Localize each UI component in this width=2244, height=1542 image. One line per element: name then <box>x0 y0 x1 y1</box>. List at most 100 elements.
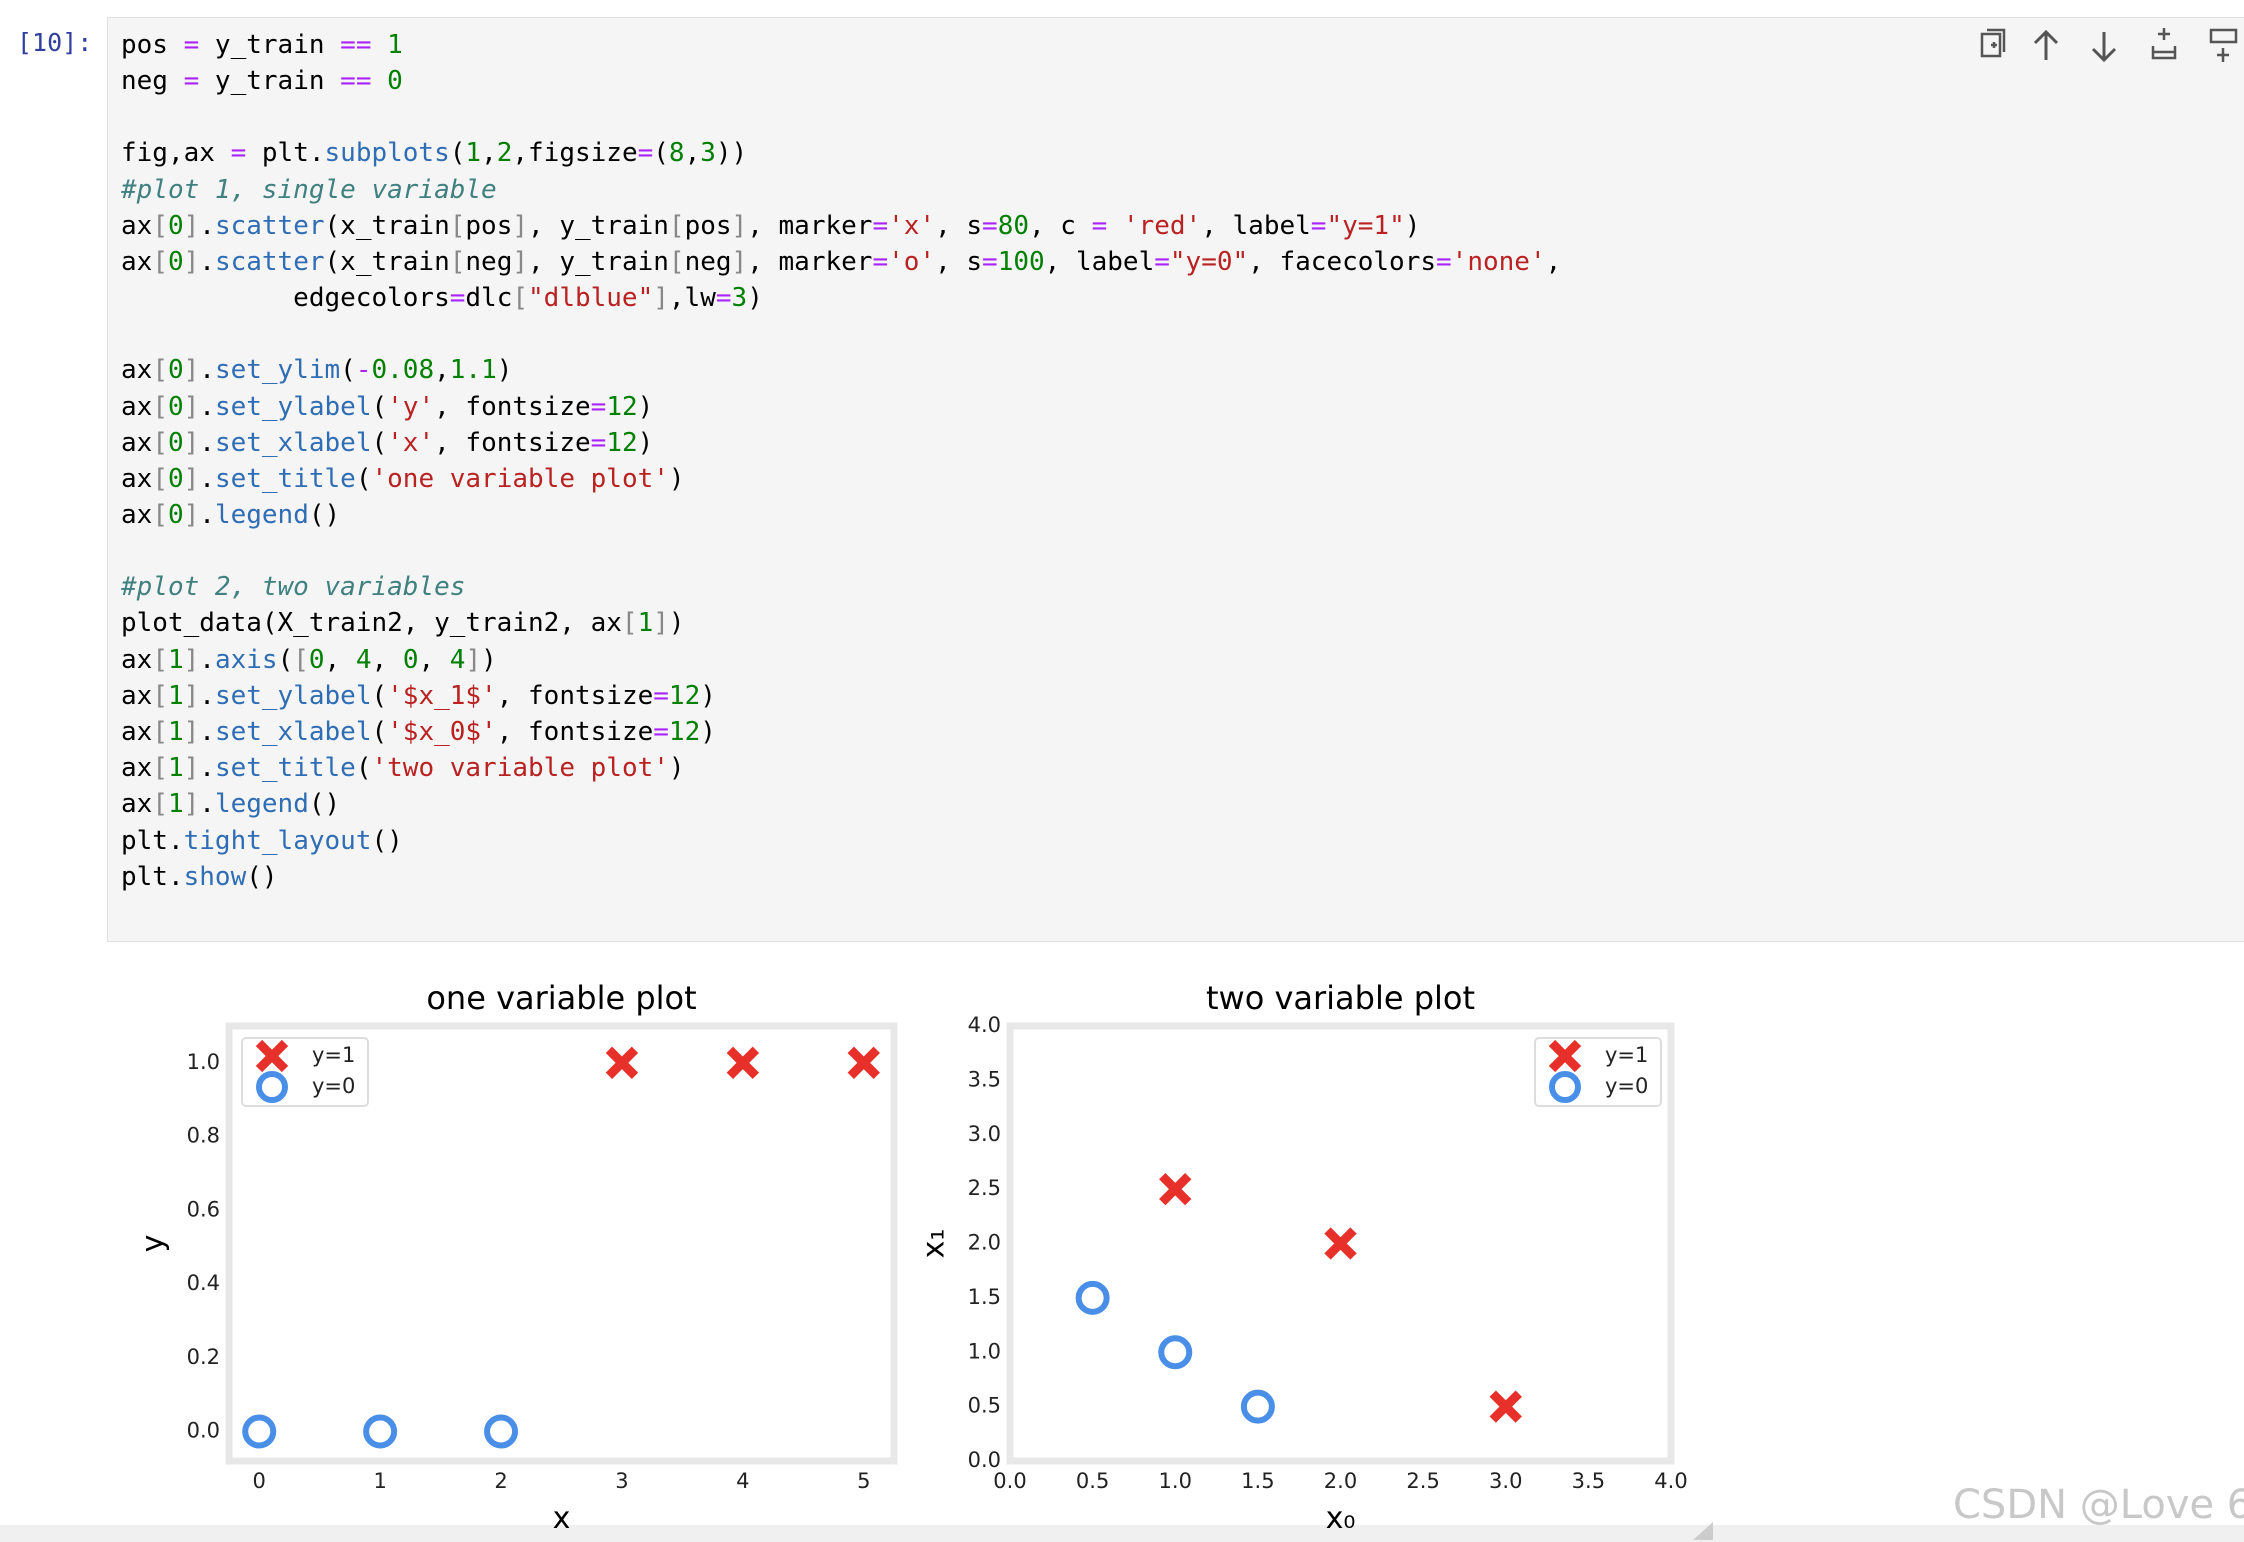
x-marker <box>847 1046 880 1080</box>
y-tick-label: 0.6 <box>187 1197 220 1221</box>
code-token: set_title <box>214 753 356 784</box>
x-tick-label: 2.5 <box>1406 1469 1439 1493</box>
code-token: . <box>199 500 215 531</box>
code-token: [ <box>152 717 168 747</box>
code-token: = <box>183 30 200 60</box>
code-token: #plot 2, two variables <box>121 572 466 603</box>
code-token: . <box>199 355 215 386</box>
x-tick-label: 5 <box>857 1469 870 1493</box>
code-token: ) <box>637 391 654 422</box>
duplicate-button[interactable] <box>1980 28 2006 58</box>
code-token: [ <box>668 210 685 241</box>
move-up-button[interactable] <box>2033 29 2059 60</box>
code-token: = <box>872 246 889 277</box>
code-line: ax[0].set_ylim(-0.08,1.1) <box>121 352 1561 388</box>
code-token: 1 <box>637 608 654 639</box>
plot-frame <box>225 1022 898 1465</box>
code-token: 100 <box>997 246 1045 277</box>
code-token: set_xlabel <box>214 717 372 747</box>
code-token: 'none' <box>1451 246 1546 277</box>
code-token: pos <box>121 30 184 60</box>
code-token: 12 <box>668 717 701 747</box>
o-marker <box>256 1071 288 1103</box>
code-token: ] <box>183 391 200 422</box>
code-token: ] <box>465 644 482 675</box>
code-token: 0 <box>167 246 184 277</box>
code-token: show <box>183 861 247 892</box>
code-token: = <box>653 717 669 747</box>
code-token: set_ylim <box>214 355 341 386</box>
o-marker <box>363 1414 398 1449</box>
code-token: legend <box>214 789 309 820</box>
code-line: ax[0].set_title('one variable plot') <box>121 461 1561 497</box>
code-line: plt.show() <box>121 859 1561 895</box>
code-token: 4 <box>449 644 466 675</box>
x-tick-label: 0.5 <box>1076 1469 1109 1493</box>
code-token: ] <box>183 717 200 747</box>
code-token: , <box>371 644 403 675</box>
y-tick-label: 0.5 <box>968 1394 1001 1418</box>
code-token: [ <box>449 210 466 241</box>
code-token: axis <box>214 644 278 675</box>
code-token: = <box>982 210 998 241</box>
scroll-shadow <box>0 1525 2244 1542</box>
code-token: y_train <box>199 30 341 60</box>
y-tick-label: 2.0 <box>968 1231 1001 1255</box>
code-token: ] <box>183 789 200 820</box>
code-token: () <box>371 825 403 856</box>
code-line: ax[1].set_xlabel('$x_0$', fontsize=12) <box>121 714 1561 750</box>
code-token: ] <box>183 680 200 711</box>
code-token: ] <box>183 210 200 241</box>
code-token: . <box>199 463 215 494</box>
code-token: ( <box>277 644 294 675</box>
x-marker <box>1548 1039 1582 1073</box>
code-token: ) <box>1404 210 1421 241</box>
code-token: , label <box>1201 210 1311 241</box>
y-tick-label: 0.0 <box>968 1448 1001 1472</box>
code-line: plt.tight_layout() <box>121 823 1561 859</box>
code-token: 0 <box>167 355 184 386</box>
code-token: , marker <box>747 210 873 241</box>
code-token: 'red' <box>1122 210 1202 241</box>
code-token: 'two variable plot' <box>371 753 669 784</box>
code-token: ) <box>747 283 763 314</box>
code-token: = <box>590 391 607 422</box>
code-token: ) <box>481 644 497 675</box>
x-tick-label: 3.5 <box>1572 1469 1605 1493</box>
x-axis-label: x <box>553 1501 571 1536</box>
y-tick-label: 0.0 <box>187 1419 220 1443</box>
o-marker <box>1075 1280 1110 1315</box>
move-down-button[interactable] <box>2091 32 2117 63</box>
code-token: 1 <box>167 789 184 820</box>
legend-label: y=1 <box>1605 1043 1648 1067</box>
code-token: [ <box>152 500 168 531</box>
code-token: ( <box>355 753 372 784</box>
code-token: = <box>715 283 732 314</box>
code-token: ] <box>653 283 669 314</box>
code-token: 0.08 <box>371 355 435 386</box>
code-token <box>1107 211 1123 241</box>
code-token: "dlblue" <box>528 283 654 314</box>
code-token: [ <box>449 246 466 277</box>
code-token: ( <box>355 463 372 494</box>
code-token: ( <box>653 138 669 169</box>
x-tick-label: 0 <box>253 1469 266 1493</box>
code-token: 'x' <box>888 210 936 241</box>
code[interactable]: pos = y_train == 1 neg = y_train == 0 fig,… <box>121 27 1561 931</box>
code-block: ax[0].set_ylim(-0.08,1.1) ax[0].set_ylabe… <box>121 352 1561 533</box>
code-token: [ <box>152 789 168 820</box>
code-cell[interactable]: pos = y_train == 1 neg = y_train == 0 fig,… <box>107 17 2244 942</box>
insert-above-button[interactable] <box>2151 28 2177 60</box>
code-token: 8 <box>668 138 685 169</box>
code-token: plt <box>121 861 168 892</box>
code-token: '$x_1$' <box>387 680 497 711</box>
code-token: plot_data(X_train2, y_train2, ax <box>121 608 622 639</box>
y-tick-label: 0.2 <box>187 1345 220 1369</box>
code-token: 'o' <box>888 246 936 277</box>
code-token: neg <box>465 246 513 277</box>
code-token: ax <box>121 246 153 277</box>
y-axis-label: x₁ <box>917 1229 952 1259</box>
code-token: = <box>183 66 200 97</box>
insert-below-button[interactable] <box>2209 28 2238 62</box>
